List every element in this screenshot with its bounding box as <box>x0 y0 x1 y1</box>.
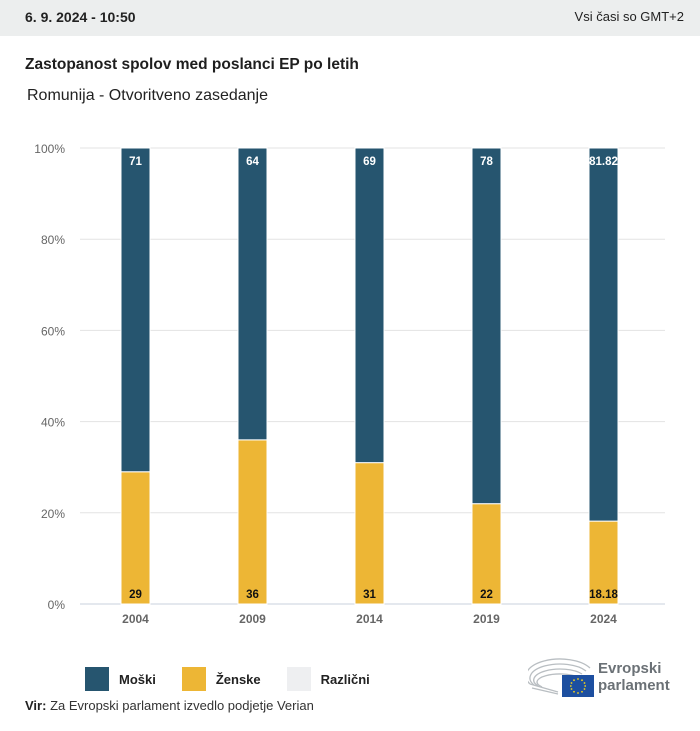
bar-ženske-2014 <box>354 462 385 605</box>
legend-item-zenske[interactable]: Ženske <box>181 667 261 691</box>
bar-moški-2009 <box>237 147 268 441</box>
bar-moški-2014 <box>354 147 385 464</box>
legend-label: Različni <box>320 671 370 687</box>
bar-ženske-2019 <box>471 503 502 605</box>
datetime: 6. 9. 2024 - 10:50 <box>25 9 136 25</box>
bar-moški-2024 <box>588 147 619 522</box>
y-tick-label: 60% <box>41 324 65 338</box>
legend-swatch-zenske <box>181 667 206 691</box>
x-tick-label: 2019 <box>473 612 500 626</box>
timezone-note: Vsi časi so GMT+2 <box>574 9 684 24</box>
logo-text: Evropski parlament <box>598 660 670 694</box>
legend-item-moski[interactable]: Moški <box>85 667 156 691</box>
data-label-moski: 69 <box>363 156 376 168</box>
y-tick-label: 20% <box>41 507 65 521</box>
bar-moški-2004 <box>120 147 151 473</box>
legend-label: Moški <box>119 671 156 687</box>
eu-flag-icon <box>562 675 594 697</box>
chart-title: Zastopanost spolov med poslanci EP po le… <box>25 56 359 73</box>
chart-subtitle: Romunija - Otvoritveno zasedanje <box>27 87 269 104</box>
legend-swatch-moski <box>85 667 109 691</box>
data-label-zenske: 36 <box>246 589 259 601</box>
parliament-hemicycle-icon <box>525 658 594 697</box>
y-tick-label: 0% <box>48 598 66 612</box>
bar-ženske-2009 <box>237 439 268 605</box>
data-label-moski: 71 <box>129 156 142 168</box>
x-tick-label: 2024 <box>590 612 617 626</box>
bar-moški-2019 <box>471 147 502 505</box>
source-label: Vir: <box>25 698 47 713</box>
data-label-moski: 81.82 <box>589 156 618 168</box>
source-text: Za Evropski parlament izvedlo podjetje V… <box>50 698 314 713</box>
source-note: Vir: Za Evropski parlament izvedlo podje… <box>25 698 314 713</box>
y-tick-label: 40% <box>41 416 65 430</box>
y-tick-label: 80% <box>41 233 65 247</box>
ep-logo: Evropski parlament <box>525 658 688 702</box>
legend-swatch-razlicni <box>286 667 311 691</box>
data-label-moski: 78 <box>480 156 493 168</box>
bar-ženske-2024 <box>588 520 619 605</box>
data-label-zenske: 22 <box>480 589 493 601</box>
legend-item-razlicni[interactable]: Različni <box>286 667 370 691</box>
stacked-bar-chart: 0% 20% 40% 60% 80% 100% 29 71 2004 36 64 2009 31 69 20… <box>34 142 665 626</box>
data-label-zenske: 18.18 <box>589 589 618 601</box>
x-tick-label: 2004 <box>122 612 149 626</box>
data-label-moski: 64 <box>246 156 259 168</box>
logo-line-1: Evropski <box>598 660 662 677</box>
legend: Moški Ženske Različni <box>85 667 396 691</box>
legend-label: Ženske <box>215 671 261 687</box>
data-label-zenske: 31 <box>363 589 376 601</box>
data-label-zenske: 29 <box>129 589 142 601</box>
logo-line-2: parlament <box>598 677 670 694</box>
x-tick-label: 2014 <box>356 612 383 626</box>
bar-ženske-2004 <box>120 471 151 605</box>
y-tick-label: 100% <box>34 142 65 156</box>
top-bar: 6. 9. 2024 - 10:50 Vsi časi so GMT+2 <box>0 0 700 36</box>
x-tick-label: 2009 <box>239 612 266 626</box>
